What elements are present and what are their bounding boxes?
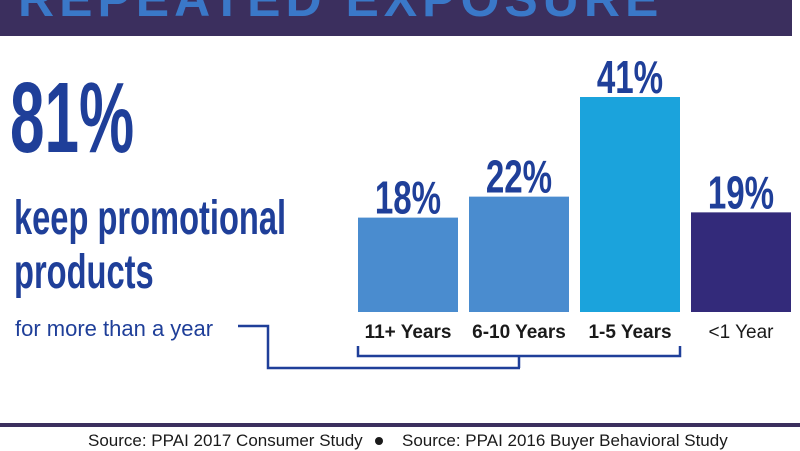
bullet-separator (375, 437, 383, 445)
headline-subline: for more than a year (15, 316, 214, 341)
category-label-11-years: 11+ Years (365, 322, 452, 343)
source-2: Source: PPAI 2016 Buyer Behavioral Study (402, 431, 728, 450)
banner: REPEATED EXPOSURE (0, 0, 792, 36)
category-label-6-10-years: 6-10 Years (472, 322, 566, 343)
bracket-path (238, 324, 682, 370)
headline-line-1: keep promotional (14, 192, 287, 245)
category-label-1-year: <1 Year (709, 322, 775, 343)
bracket-connector (238, 324, 682, 370)
bar-1-5-years (580, 97, 680, 312)
bar-11-years (358, 217, 458, 312)
source-1: Source: PPAI 2017 Consumer Study (88, 431, 363, 450)
banner-title: REPEATED EXPOSURE (18, 0, 663, 28)
headline-stat: 81% (10, 62, 135, 174)
footer-divider (0, 423, 800, 427)
bars-group: 18% 11+ Years 22% 6-10 Years 41% 1-5 Years 19%… (358, 53, 791, 343)
category-label-1-5-years: 1-5 Years (588, 322, 671, 343)
headline-line-2: products (14, 246, 154, 299)
headline-text: keep promotional products (14, 192, 286, 300)
value-label-1-year: 19% (708, 168, 774, 218)
bar-1-year (691, 212, 791, 312)
value-label-11-years: 18% (375, 173, 441, 223)
value-label-1-5-years: 41% (597, 53, 663, 103)
value-label-6-10-years: 22% (486, 152, 552, 202)
bar-6-10-years (469, 196, 569, 312)
